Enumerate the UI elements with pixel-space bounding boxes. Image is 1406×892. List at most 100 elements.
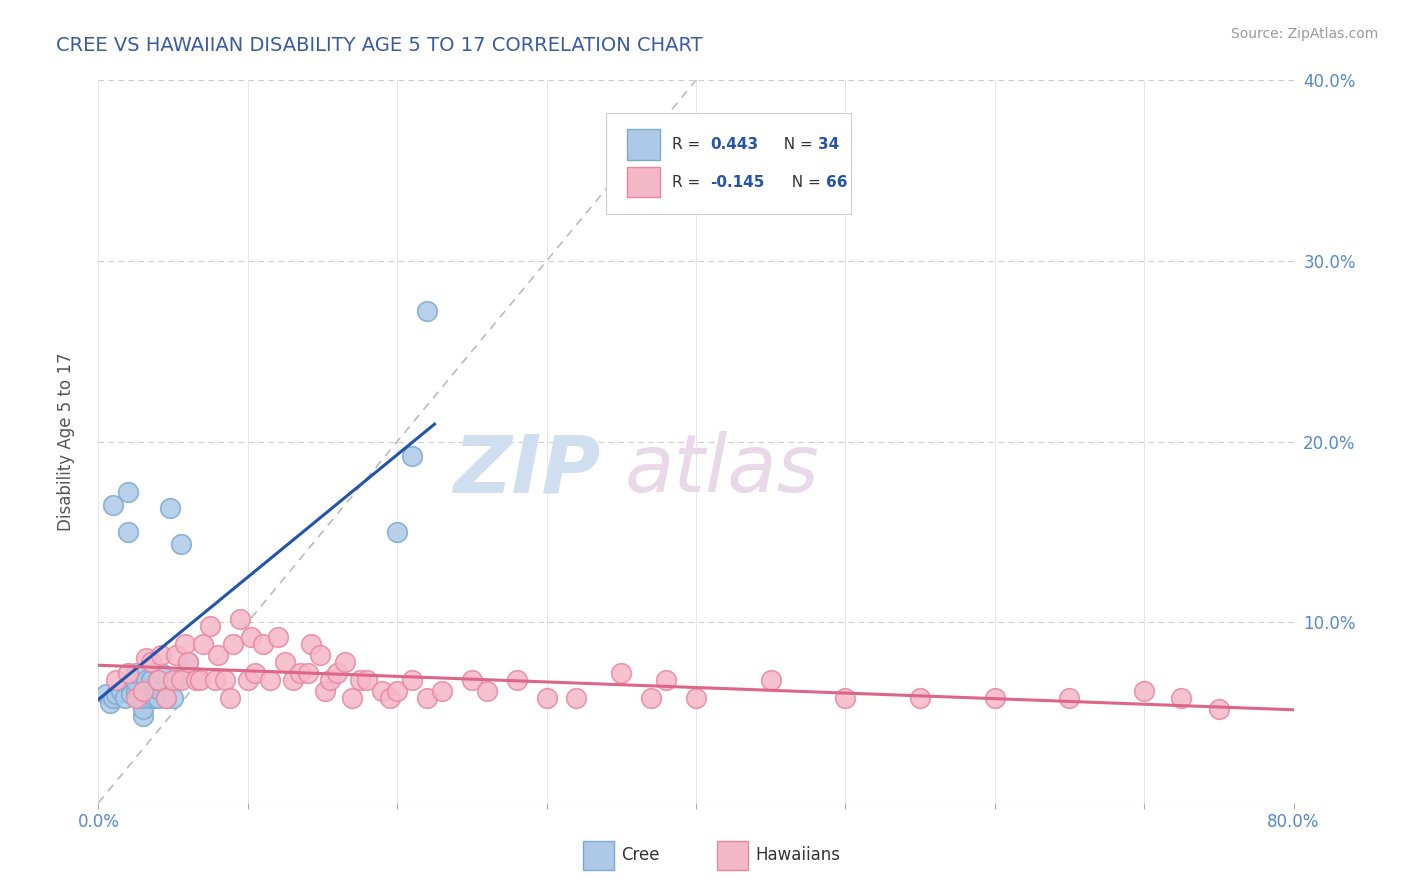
Point [120,687,142,701]
Point [165,648,187,662]
Point [1208,702,1230,716]
Point [188,673,211,687]
Text: 34: 34 [818,137,839,152]
Point [174,637,197,651]
Point [125,674,148,689]
Point [125,683,148,698]
Point [1059,691,1081,706]
Text: Source: ZipAtlas.com: Source: ZipAtlas.com [1230,27,1378,41]
Point [401,449,423,463]
Point [222,637,245,651]
Point [207,648,229,662]
Point [214,673,236,687]
Point [139,655,162,669]
Point [281,673,304,687]
Point [378,691,401,706]
Point [110,683,132,698]
Point [150,665,173,680]
Point [132,709,155,723]
Text: R =: R = [672,175,706,190]
Point [148,681,170,696]
Point [148,691,170,706]
Y-axis label: Disability Age 5 to 17: Disability Age 5 to 17 [56,352,75,531]
Point [191,637,214,651]
Point [155,691,177,706]
Point [685,691,707,706]
Point [759,673,782,687]
Text: atlas: atlas [624,432,820,509]
Point [655,673,678,687]
Point [1133,683,1156,698]
Point [416,304,439,318]
Point [169,673,191,687]
Point [326,665,349,680]
Point [239,630,262,644]
Point [117,485,139,500]
Point [177,655,200,669]
Point [288,665,311,680]
Point [565,691,588,706]
Point [98,697,122,711]
Point [219,691,242,706]
Point [297,665,319,680]
Point [148,673,170,687]
Point [245,665,267,680]
Point [834,691,856,706]
Bar [627,167,661,197]
Point [536,691,558,706]
Point [371,683,394,698]
Point [169,537,191,551]
Point [259,673,281,687]
Point [475,683,498,698]
Point [315,683,337,698]
Text: 0.443: 0.443 [710,137,758,152]
Point [125,665,148,680]
Point [640,691,662,706]
Point [333,655,356,669]
Point [908,691,931,706]
Text: -0.145: -0.145 [710,175,765,190]
Text: Cree: Cree [621,847,659,864]
Point [125,691,148,706]
Point [200,619,222,633]
Point [103,691,125,706]
Text: N =: N = [782,175,825,190]
Point [299,637,322,651]
Point [385,683,409,698]
Text: 66: 66 [827,175,848,190]
Point [155,691,177,706]
Point [204,673,226,687]
Point [129,691,152,706]
Point [461,673,484,687]
Point [506,673,529,687]
Point [401,673,423,687]
Text: R =: R = [672,137,706,152]
Point [610,665,633,680]
Text: N =: N = [773,137,817,152]
Point [132,691,155,706]
Point [159,501,181,516]
Point [416,691,439,706]
Point [165,673,187,687]
Point [229,611,252,625]
Point [177,655,200,669]
Point [132,683,155,698]
Point [94,687,117,701]
Text: ZIP: ZIP [453,432,600,509]
Point [385,524,409,539]
Point [1170,691,1192,706]
Point [148,673,170,687]
Point [139,691,162,706]
Point [430,683,453,698]
Text: CREE VS HAWAIIAN DISABILITY AGE 5 TO 17 CORRELATION CHART: CREE VS HAWAIIAN DISABILITY AGE 5 TO 17 … [56,36,703,54]
Point [162,673,184,687]
Point [308,648,330,662]
Point [143,691,166,706]
FancyBboxPatch shape [606,112,852,214]
Point [150,648,173,662]
Point [356,673,378,687]
Point [162,691,184,706]
Point [105,687,128,701]
Point [117,665,139,680]
Point [267,630,290,644]
